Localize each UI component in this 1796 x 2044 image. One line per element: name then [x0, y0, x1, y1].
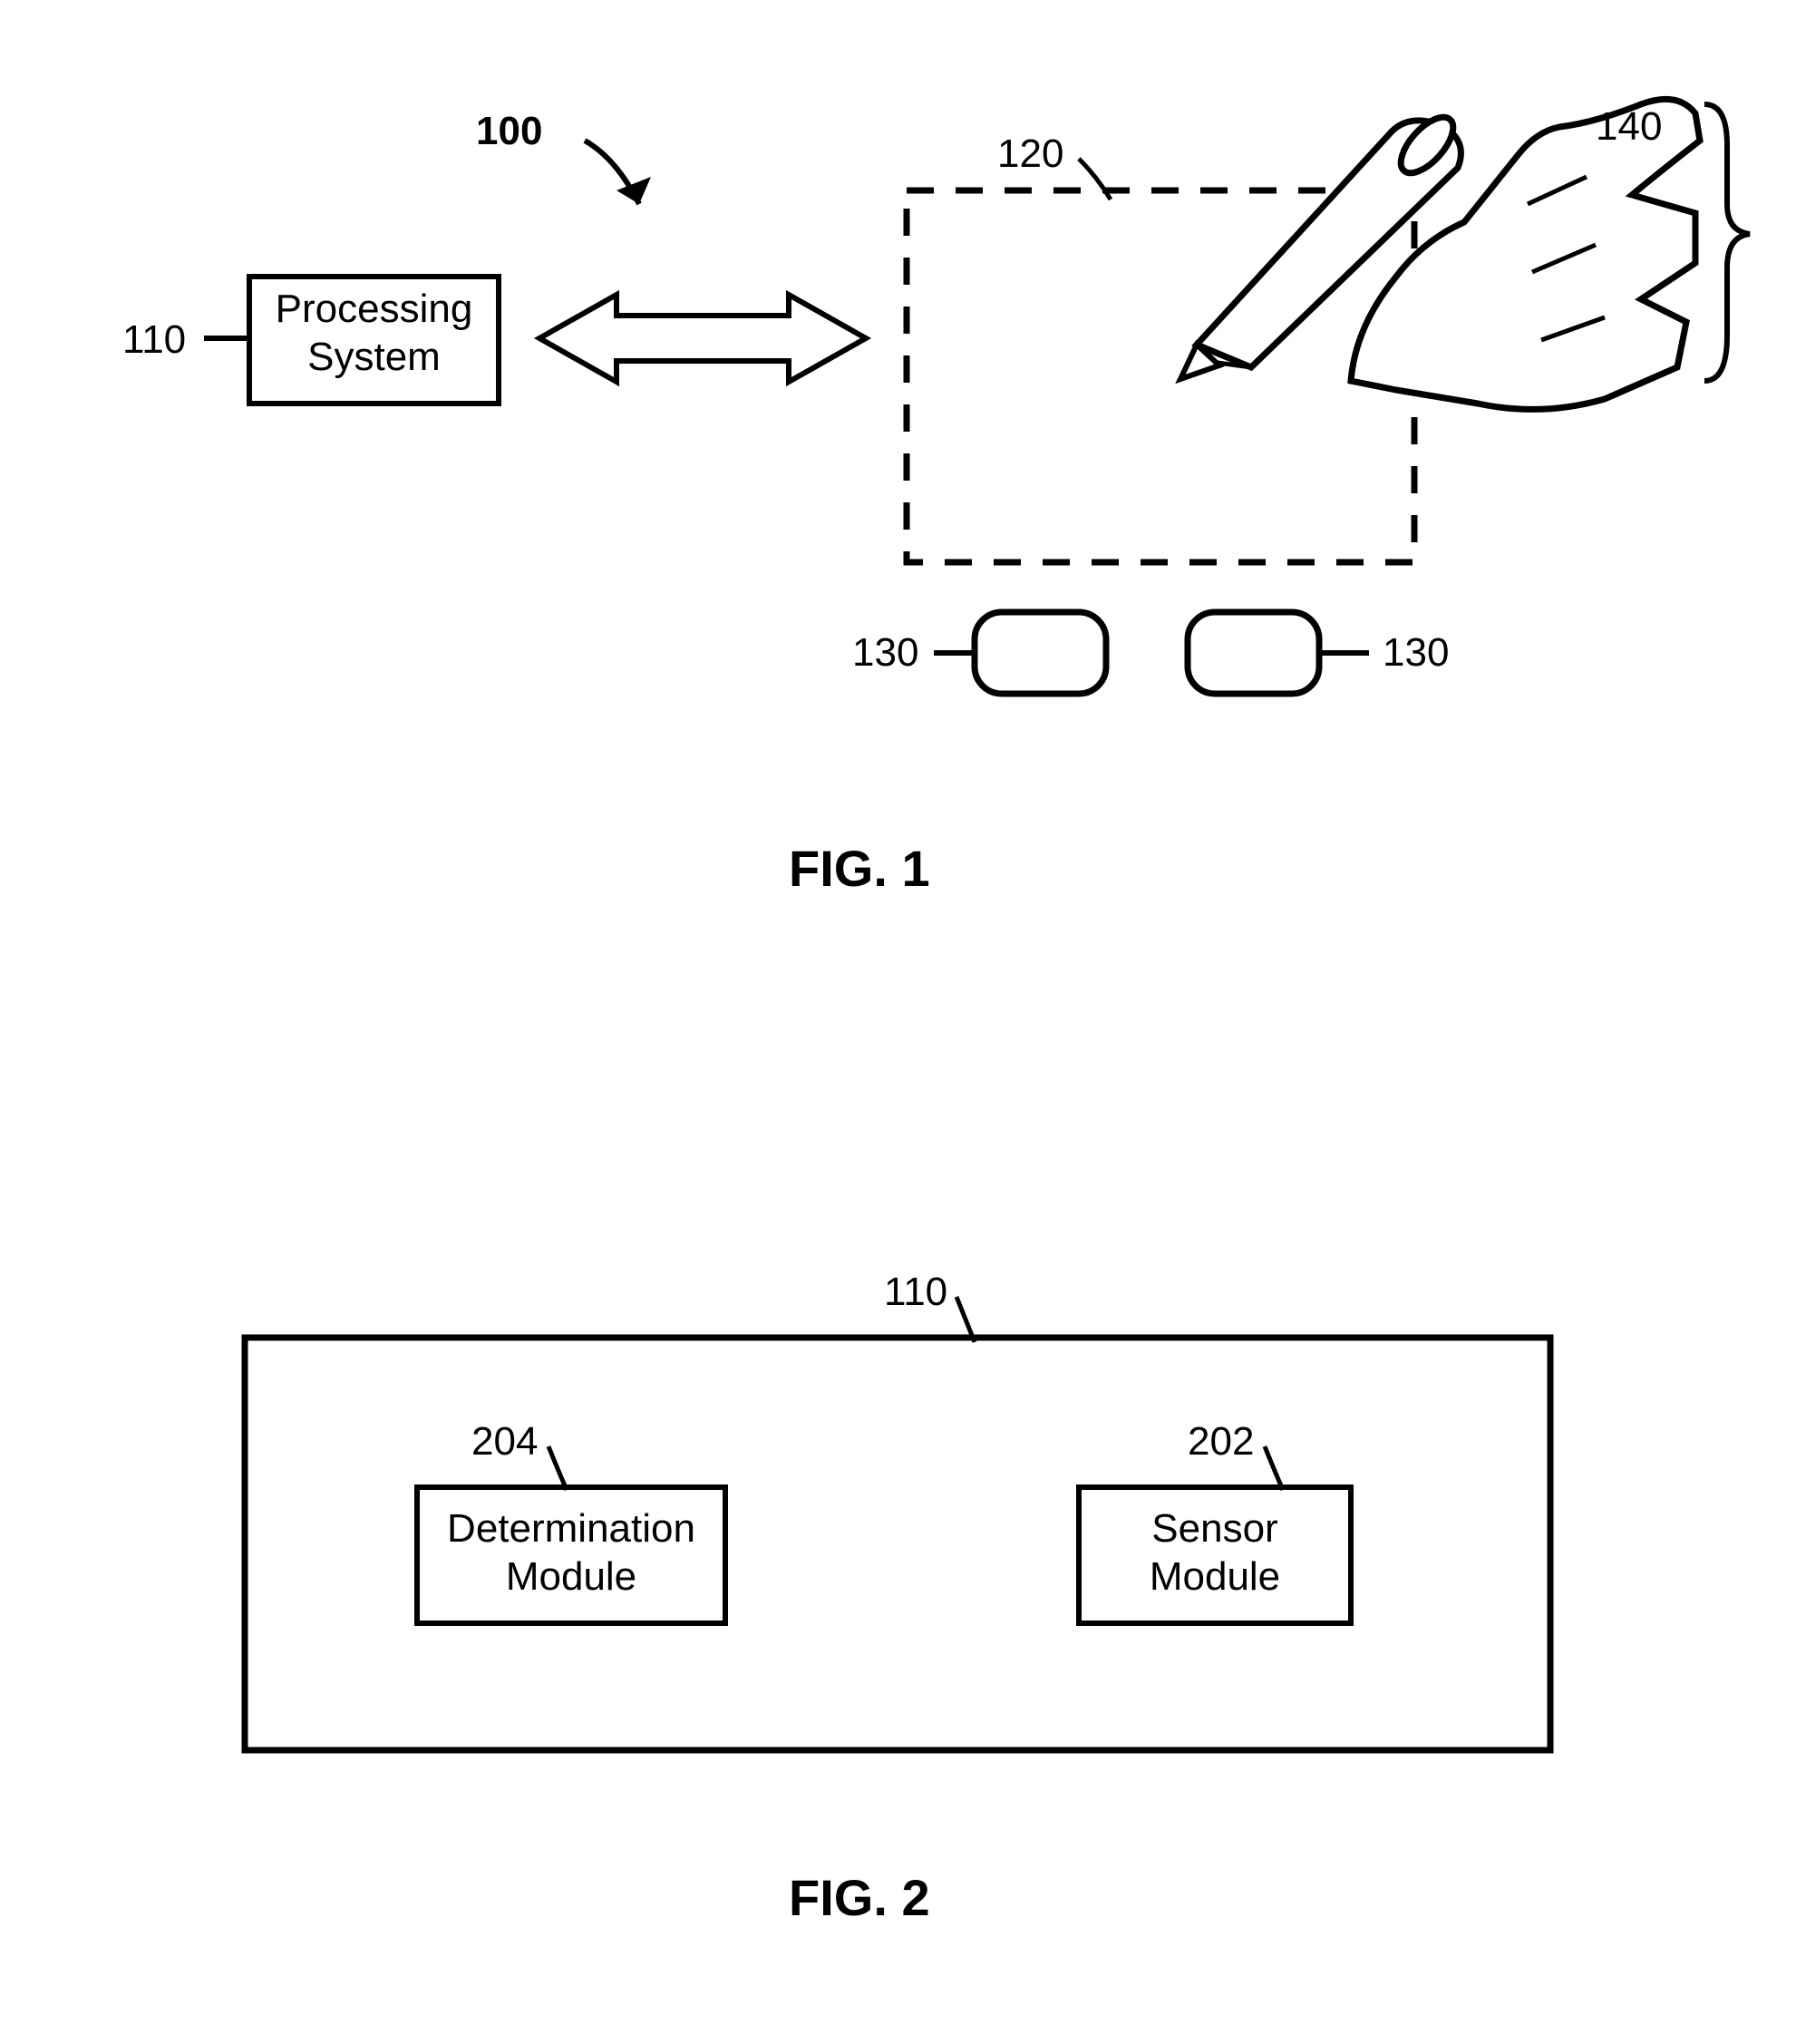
ref-label-130-right: 130 — [1383, 630, 1449, 676]
ref-label-120: 120 — [997, 131, 1063, 177]
bidirectional-arrow — [539, 295, 866, 382]
processing-system-text: Processing System — [249, 286, 499, 382]
ref-label-110-fig2: 110 — [884, 1270, 947, 1315]
sensor-module-text: Sensor Module — [1079, 1505, 1351, 1601]
determination-module-text: Determination Module — [417, 1505, 725, 1601]
ref-label-204: 204 — [471, 1419, 538, 1465]
determination-line2: Module — [417, 1553, 725, 1601]
sensor-line2: Module — [1079, 1553, 1351, 1601]
processing-system-line1: Processing — [249, 286, 499, 334]
ref-label-140: 140 — [1596, 104, 1662, 150]
brace-140 — [1704, 104, 1750, 381]
ref-label-100: 100 — [476, 109, 542, 154]
fig2-caption: FIG. 2 — [789, 1868, 930, 1927]
processing-system-line2: System — [249, 334, 499, 382]
ref-label-130-left: 130 — [852, 630, 918, 676]
button-130-left — [975, 612, 1106, 694]
button-130-right — [1188, 612, 1319, 694]
determination-line1: Determination — [417, 1505, 725, 1553]
ref-label-110: 110 — [122, 317, 186, 363]
arrow-100-head — [616, 177, 651, 204]
fig1-caption: FIG. 1 — [789, 839, 930, 898]
ref-label-202: 202 — [1188, 1419, 1254, 1465]
leader-120 — [1079, 159, 1111, 200]
sensor-line1: Sensor — [1079, 1505, 1351, 1553]
